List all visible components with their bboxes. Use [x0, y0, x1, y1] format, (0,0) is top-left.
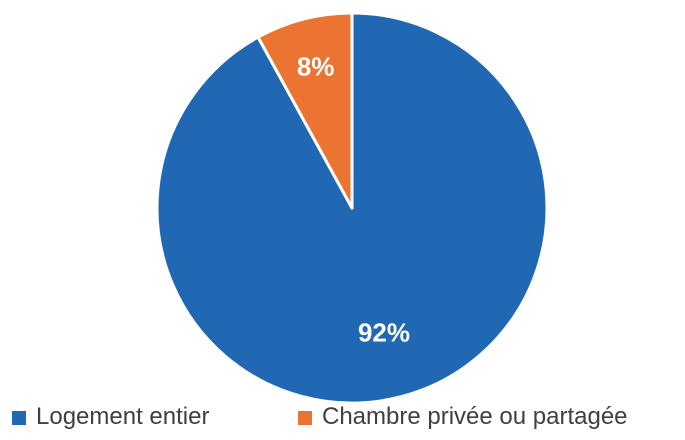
legend: Logement entier Chambre privée ou partagé… — [12, 403, 628, 430]
legend-swatch-1 — [298, 411, 312, 425]
pie-data-labels: 92% 8% — [297, 51, 410, 347]
pie-slices — [155, 11, 549, 405]
data-label-1: 8% — [297, 51, 335, 81]
legend-label-1: Chambre privée ou partagée — [322, 403, 628, 430]
data-label-0: 92% — [358, 318, 410, 348]
legend-swatch-0 — [12, 411, 26, 425]
legend-label-0: Logement entier — [36, 403, 209, 430]
pie-slice-1 — [256, 11, 354, 210]
